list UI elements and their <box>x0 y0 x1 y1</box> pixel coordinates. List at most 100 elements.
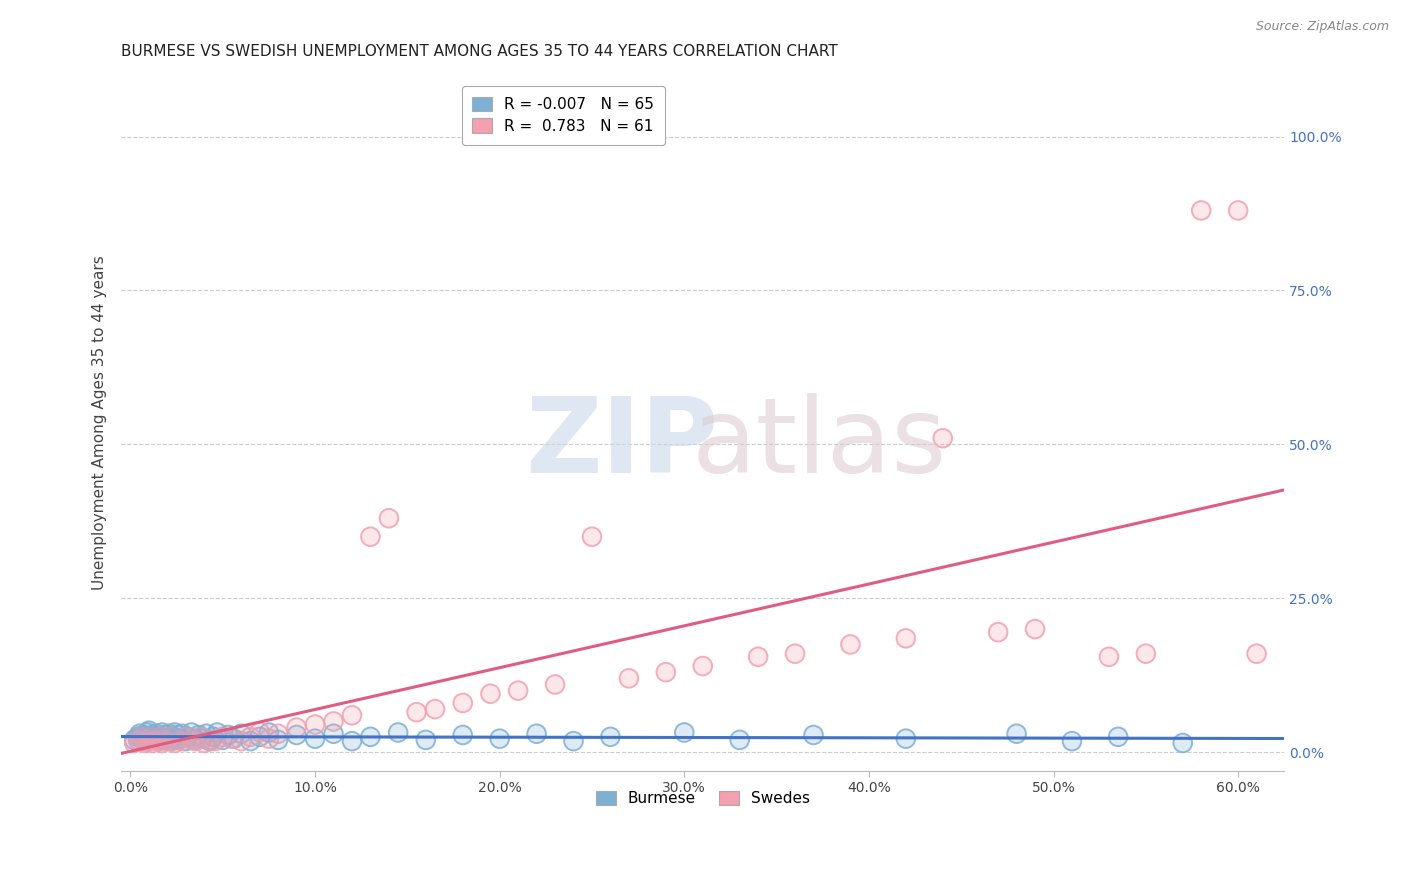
Point <box>451 728 474 742</box>
Point <box>239 734 262 748</box>
Point <box>180 725 202 739</box>
Point <box>423 702 446 716</box>
Point <box>932 431 955 445</box>
Point <box>187 728 209 742</box>
Point <box>160 730 183 744</box>
Point <box>172 734 194 748</box>
Point <box>145 727 167 741</box>
Point <box>195 727 218 741</box>
Point <box>138 723 160 738</box>
Point <box>138 723 160 738</box>
Point <box>150 736 173 750</box>
Point <box>217 728 239 742</box>
Point <box>163 725 186 739</box>
Point <box>155 728 177 742</box>
Point <box>211 732 233 747</box>
Point <box>359 730 381 744</box>
Point <box>231 727 253 741</box>
Point <box>128 727 150 741</box>
Point <box>156 731 179 746</box>
Point <box>163 736 186 750</box>
Point <box>304 717 326 731</box>
Point <box>231 727 253 741</box>
Point <box>174 730 197 744</box>
Point <box>249 730 271 744</box>
Point <box>673 725 696 739</box>
Point <box>599 730 621 744</box>
Point <box>544 677 567 691</box>
Point <box>285 721 308 735</box>
Point <box>728 732 751 747</box>
Point <box>156 734 179 748</box>
Text: ZIP: ZIP <box>524 392 718 495</box>
Point <box>1060 734 1083 748</box>
Point <box>599 730 621 744</box>
Point <box>257 725 280 739</box>
Text: BURMESE VS SWEDISH UNEMPLOYMENT AMONG AGES 35 TO 44 YEARS CORRELATION CHART: BURMESE VS SWEDISH UNEMPLOYMENT AMONG AG… <box>121 44 838 59</box>
Point <box>156 734 179 748</box>
Point <box>142 736 165 750</box>
Point <box>267 732 290 747</box>
Point <box>172 734 194 748</box>
Point <box>146 734 169 748</box>
Point <box>146 734 169 748</box>
Point <box>1227 203 1250 218</box>
Point <box>423 702 446 716</box>
Point <box>508 683 530 698</box>
Point <box>1005 727 1028 741</box>
Point <box>205 725 228 739</box>
Point <box>211 732 233 747</box>
Point <box>136 725 159 739</box>
Point <box>134 736 156 750</box>
Point <box>152 732 174 747</box>
Point <box>174 734 197 748</box>
Point <box>285 728 308 742</box>
Point <box>488 731 510 746</box>
Point <box>1135 647 1157 661</box>
Point <box>122 732 145 747</box>
Point <box>747 649 769 664</box>
Point <box>378 511 401 525</box>
Point <box>122 736 145 750</box>
Point <box>544 677 567 691</box>
Point <box>304 717 326 731</box>
Point <box>340 708 363 723</box>
Point <box>783 647 806 661</box>
Point <box>340 734 363 748</box>
Point <box>193 736 215 750</box>
Point <box>128 734 150 748</box>
Point <box>747 649 769 664</box>
Point <box>222 731 245 746</box>
Point <box>617 671 640 685</box>
Point <box>803 728 825 742</box>
Point <box>190 730 212 744</box>
Point <box>405 705 427 719</box>
Point <box>562 734 585 748</box>
Point <box>239 734 262 748</box>
Point <box>142 728 165 742</box>
Point <box>1189 203 1212 218</box>
Point <box>894 731 917 746</box>
Point <box>1135 647 1157 661</box>
Point <box>136 731 159 746</box>
Point <box>479 687 502 701</box>
Point <box>184 732 207 747</box>
Point <box>673 725 696 739</box>
Point <box>803 728 825 742</box>
Point <box>508 683 530 698</box>
Point <box>987 625 1010 640</box>
Point <box>155 728 177 742</box>
Point <box>204 734 226 748</box>
Point <box>157 727 180 741</box>
Point <box>162 730 184 744</box>
Point <box>479 687 502 701</box>
Point <box>655 665 678 680</box>
Point <box>304 731 326 746</box>
Point <box>231 734 253 748</box>
Point <box>134 734 156 748</box>
Point <box>249 730 271 744</box>
Point <box>221 731 243 746</box>
Point <box>198 734 221 748</box>
Point <box>127 730 149 744</box>
Point <box>127 732 149 747</box>
